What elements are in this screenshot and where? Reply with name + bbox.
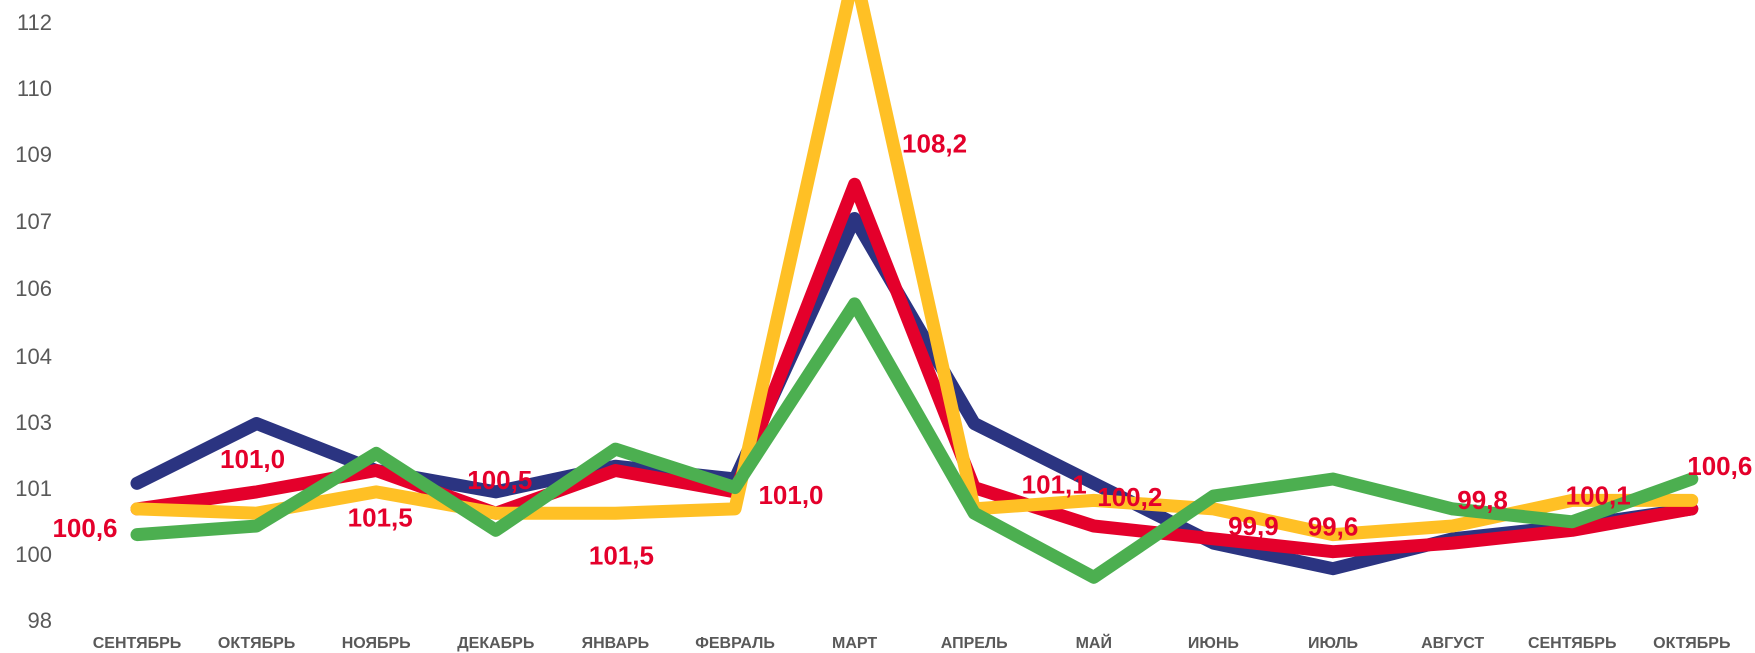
x-tick-label: ФЕВРАЛЬ: [695, 635, 775, 652]
data-label: 101,0: [220, 444, 285, 474]
y-tick-label: 109: [15, 142, 52, 167]
x-tick-label: ИЮНЬ: [1188, 635, 1239, 652]
x-tick-label: ЯНВАРЬ: [582, 635, 650, 652]
x-tick-label: МАРТ: [832, 635, 877, 652]
data-label: 99,6: [1308, 512, 1359, 542]
x-tick-label: ИЮЛЬ: [1308, 635, 1358, 652]
x-tick-label: МАЙ: [1076, 633, 1112, 652]
x-tick-label: ОКТЯБРЬ: [218, 635, 295, 652]
data-label: 100,1: [1566, 480, 1631, 510]
data-label: 101,0: [758, 480, 823, 510]
x-tick-label: АВГУСТ: [1421, 635, 1484, 652]
series-line-3: [130, 0, 1699, 542]
data-label: 100,2: [1097, 482, 1162, 512]
y-tick-label: 100: [15, 542, 52, 567]
data-label: 99,9: [1228, 511, 1279, 541]
data-label: 100,6: [1687, 451, 1752, 481]
y-axis-ticks: 98 100 101 103 104 106 107 109 110 112: [15, 10, 52, 633]
data-label: 99,8: [1457, 485, 1508, 515]
y-tick-label: 107: [15, 209, 52, 234]
data-label: 108,2: [902, 128, 967, 158]
x-tick-label: СЕНТЯБРЬ: [93, 635, 182, 652]
x-axis-ticks: СЕНТЯБРЬ ОКТЯБРЬ НОЯБРЬ ДЕКАБРЬ ЯНВАРЬ ФЕВРАЛ…: [93, 633, 1731, 652]
y-tick-label: 98: [28, 608, 52, 633]
y-tick-label: 101: [15, 476, 52, 501]
data-label: 101,5: [589, 541, 654, 571]
data-labels: 100,6 101,0 101,5 100,5 101,5 101,0 108,2 101,1…: [52, 128, 1752, 570]
y-tick-label: 110: [17, 76, 52, 101]
data-label: 101,1: [1022, 470, 1087, 500]
x-tick-label: НОЯБРЬ: [342, 635, 411, 652]
data-label: 100,6: [52, 513, 117, 543]
y-tick-label: 112: [17, 10, 52, 35]
series-lines: [130, 0, 1699, 584]
series-line-4: [130, 297, 1699, 584]
x-tick-label: СЕНТЯБРЬ: [1528, 635, 1617, 652]
x-tick-label: АПРЕЛЬ: [941, 635, 1008, 652]
data-label: 101,5: [348, 503, 413, 533]
series-line-2: [130, 177, 1699, 559]
y-tick-label: 106: [15, 276, 52, 301]
data-label: 100,5: [467, 465, 532, 495]
y-tick-label: 103: [15, 410, 52, 435]
x-tick-label: ДЕКАБРЬ: [457, 635, 534, 652]
y-tick-label: 104: [15, 344, 52, 369]
x-tick-label: ОКТЯБРЬ: [1653, 635, 1730, 652]
